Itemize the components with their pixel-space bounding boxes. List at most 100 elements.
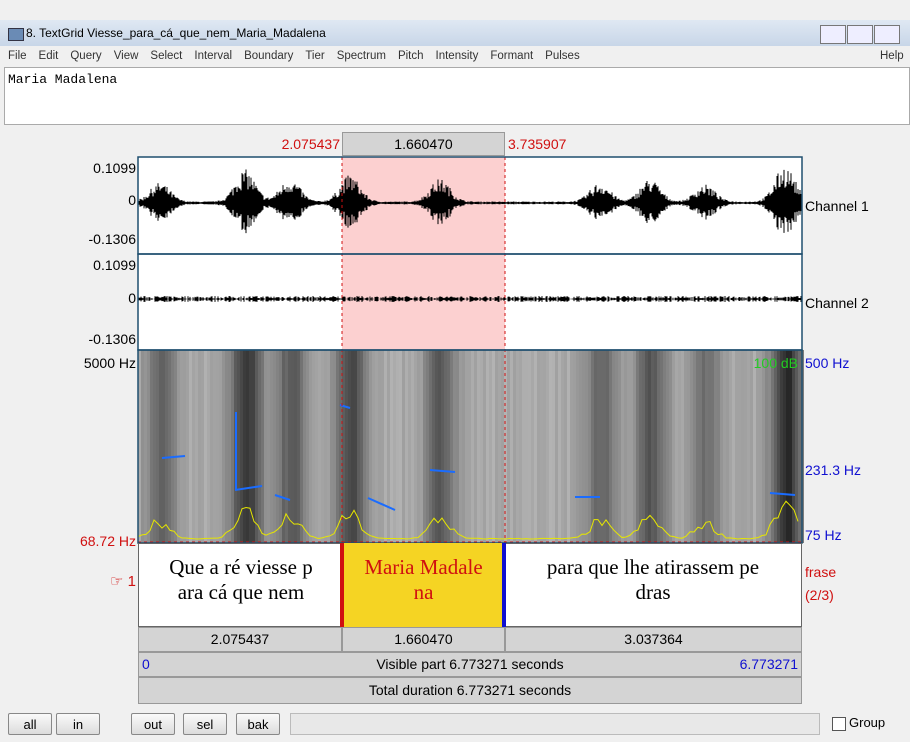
spectrogram-column (444, 350, 447, 543)
spectrogram-column (231, 350, 234, 543)
spectrogram-column (639, 350, 642, 543)
spectrogram-column (456, 350, 459, 543)
visible-bar[interactable]: Visible part 6.773271 seconds (138, 652, 802, 677)
spectrogram-column (588, 350, 591, 543)
spectrogram-column (531, 350, 534, 543)
spectrogram-column (258, 350, 261, 543)
spectrogram-column (333, 350, 336, 543)
spectrogram-column (468, 350, 471, 543)
spectrogram-column (591, 350, 594, 543)
spectrogram-column (171, 350, 174, 543)
spectrogram-column (156, 350, 159, 543)
spectrogram-column (738, 350, 741, 543)
spectrogram-column (786, 350, 789, 543)
spectrogram-column (336, 350, 339, 543)
spectrogram-column (252, 350, 255, 543)
ch2-zero: 0 (128, 290, 136, 306)
spectrogram-column (198, 350, 201, 543)
spectrogram-column (630, 350, 633, 543)
spectrogram-column (165, 350, 168, 543)
spectrogram-column (297, 350, 300, 543)
spectrogram-column (381, 350, 384, 543)
tier-name: frase (805, 564, 836, 580)
spectrogram-column (453, 350, 456, 543)
duration-cell[interactable]: 1.660470 (342, 627, 505, 652)
spectrogram-column (582, 350, 585, 543)
spectrogram-column (315, 350, 318, 543)
spectrogram-column (360, 350, 363, 543)
ch1-label: Channel 1 (805, 198, 869, 214)
spectrogram-column (753, 350, 756, 543)
spectrogram-column (261, 350, 264, 543)
spectrogram-column (150, 350, 153, 543)
spectrogram-column (765, 350, 768, 543)
spectrogram-column (642, 350, 645, 543)
interval-line: para que lhe atirassem pe (506, 555, 800, 580)
button[interactable]: out (131, 713, 175, 735)
spectrogram-column (294, 350, 297, 543)
duration-cell[interactable]: 3.037364 (505, 627, 802, 652)
button[interactable]: bak (236, 713, 280, 735)
total-bar[interactable]: Total duration 6.773271 seconds (138, 677, 802, 704)
interval-line: Maria Madale (342, 555, 505, 580)
group-checkbox[interactable] (832, 717, 846, 731)
spectrogram-column (432, 350, 435, 543)
button[interactable]: sel (183, 713, 227, 735)
spectrogram-column (216, 350, 219, 543)
spectrogram-column (462, 350, 465, 543)
spectrogram-column (270, 350, 273, 543)
spectrogram-column (561, 350, 564, 543)
spectrogram-column (663, 350, 666, 543)
spectrogram-column (414, 350, 417, 543)
spectrogram-column (606, 350, 609, 543)
spectrogram-column (243, 350, 246, 543)
spectrogram-column (396, 350, 399, 543)
pitch-top: 500 Hz (805, 355, 849, 371)
spectrogram-column (576, 350, 579, 543)
spectrogram-column (390, 350, 393, 543)
spectrogram-column (378, 350, 381, 543)
spectrogram-column (543, 350, 546, 543)
tier-number: ☞ 1 (110, 572, 136, 590)
spectrogram-column (435, 350, 438, 543)
spectrogram-column (660, 350, 663, 543)
spectrogram-column (399, 350, 402, 543)
spectrogram-column (489, 350, 492, 543)
spectrogram-column (648, 350, 651, 543)
spectrogram-column (687, 350, 690, 543)
spectrogram-column (681, 350, 684, 543)
spectrogram-column (615, 350, 618, 543)
button[interactable]: in (56, 713, 100, 735)
spectrogram-column (537, 350, 540, 543)
spectrogram-column (603, 350, 606, 543)
spectrogram-column (459, 350, 462, 543)
spectrogram-column (327, 350, 330, 543)
spectrogram-column (219, 350, 222, 543)
scrollbar[interactable] (290, 713, 820, 735)
spectrogram-column (792, 350, 795, 543)
spectrogram-column (525, 350, 528, 543)
ch1-zero: 0 (128, 192, 136, 208)
button[interactable]: all (8, 713, 52, 735)
spectrogram-column (417, 350, 420, 543)
spectrogram-column (306, 350, 309, 543)
spectrogram-column (549, 350, 552, 543)
spectrogram-column (210, 350, 213, 543)
spectrogram-column (318, 350, 321, 543)
spectrogram-column (519, 350, 522, 543)
spectrogram-column (516, 350, 519, 543)
spectrogram-column (189, 350, 192, 543)
spectrogram-column (405, 350, 408, 543)
spectrogram-column (300, 350, 303, 543)
spectrogram-column (309, 350, 312, 543)
spectrogram-column (324, 350, 327, 543)
spectrogram-column (264, 350, 267, 543)
spectrogram-column (705, 350, 708, 543)
spectrogram-column (726, 350, 729, 543)
interval: Maria Madalena (342, 543, 505, 627)
pitch-mid: 231.3 Hz (805, 462, 861, 478)
spectrogram-column (402, 350, 405, 543)
spectrogram-column (618, 350, 621, 543)
duration-cell[interactable]: 2.075437 (138, 627, 342, 652)
spectrogram-column (348, 350, 351, 543)
